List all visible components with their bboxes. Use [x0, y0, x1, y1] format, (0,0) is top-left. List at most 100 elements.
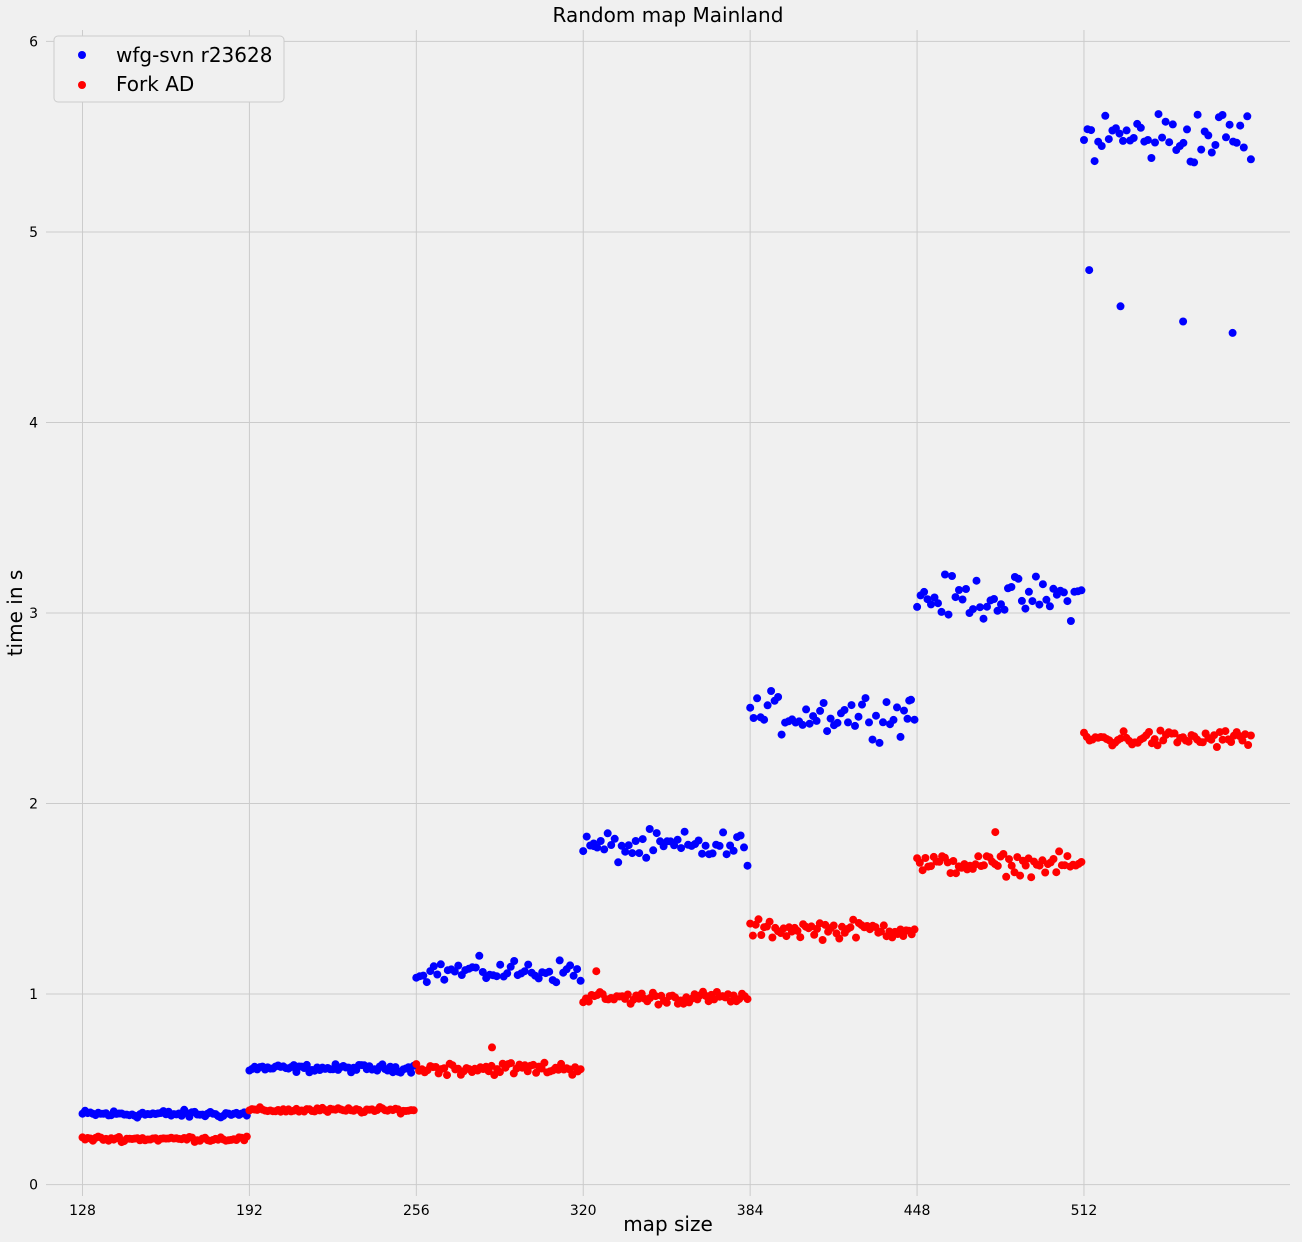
point-fork-ad	[584, 997, 593, 1006]
point-fork-ad	[879, 921, 888, 930]
point-wfg-svn	[680, 827, 689, 836]
point-wfg-svn	[816, 706, 825, 715]
point-wfg-svn	[1080, 136, 1088, 144]
point-wfg-svn	[958, 595, 967, 604]
point-wfg-svn	[844, 718, 852, 727]
point-wfg-svn	[740, 843, 748, 852]
point-fork-ad	[623, 990, 632, 999]
point-wfg-svn	[753, 694, 762, 703]
x-tick-label: 512	[1071, 1203, 1098, 1219]
x-tick-label: 128	[69, 1203, 96, 1219]
point-fork-ad	[1119, 727, 1128, 736]
point-wfg-svn	[419, 971, 428, 980]
point-wfg-svn	[1115, 129, 1124, 138]
point-wfg-svn	[1136, 123, 1145, 132]
y-tick-label: 5	[29, 225, 38, 241]
point-fork-ad	[949, 857, 958, 865]
point-wfg-svn	[600, 845, 609, 854]
grid	[46, 30, 1290, 1196]
point-wfg-svn	[1158, 133, 1167, 142]
point-wfg-svn	[569, 971, 578, 980]
point-wfg-svn	[506, 962, 515, 971]
point-wfg-svn	[1211, 141, 1220, 149]
point-wfg-svn	[1119, 136, 1127, 145]
point-fork-ad	[1005, 855, 1013, 864]
point-wfg-svn	[1154, 110, 1163, 119]
point-wfg-svn	[555, 956, 564, 965]
point-wfg-svn	[872, 711, 880, 720]
point-fork-ad	[743, 995, 752, 1004]
point-wfg-svn	[889, 715, 898, 724]
point-wfg-svn	[407, 1068, 416, 1077]
point-wfg-svn	[840, 706, 849, 714]
point-fork-ad	[1198, 738, 1207, 747]
point-wfg-svn	[1193, 110, 1202, 119]
point-wfg-svn	[819, 699, 828, 707]
point-fork-ad	[921, 854, 930, 862]
point-fork-ad	[768, 933, 777, 942]
point-wfg-svn	[429, 962, 438, 971]
point-wfg-svn	[719, 828, 728, 837]
point-wfg-svn	[1168, 120, 1177, 129]
point-wfg-svn	[979, 614, 988, 623]
point-wfg-svn	[631, 837, 640, 845]
point-wfg-svn	[492, 972, 501, 981]
point-fork-ad	[507, 1059, 515, 1068]
point-fork-ad	[1246, 731, 1255, 740]
point-wfg-svn	[1000, 605, 1009, 614]
point-wfg-svn	[1049, 584, 1058, 593]
point-fork-ad	[1156, 726, 1165, 735]
point-wfg-svn	[433, 970, 442, 979]
point-wfg-svn	[1165, 138, 1174, 147]
point-wfg-svn	[534, 974, 543, 983]
x-tick-label: 448	[904, 1203, 931, 1219]
point-wfg-svn	[905, 696, 914, 705]
legend-label-wfg-svn: wfg-svn r23628	[116, 43, 272, 67]
point-wfg-svn	[1246, 155, 1255, 164]
point-wfg-svn	[1066, 617, 1075, 625]
point-wfg-svn	[1239, 143, 1248, 152]
point-wfg-svn	[422, 978, 431, 987]
point-wfg-svn	[972, 576, 981, 585]
point-wfg-svn	[1161, 117, 1170, 126]
point-wfg-svn	[805, 719, 814, 728]
point-fork-ad	[796, 933, 805, 942]
point-wfg-svn	[763, 701, 772, 710]
point-wfg-svn	[1179, 317, 1188, 326]
point-fork-ad	[818, 936, 827, 944]
point-wfg-svn	[1222, 133, 1230, 142]
point-wfg-svn	[1059, 588, 1068, 597]
point-wfg-svn	[589, 839, 598, 848]
point-fork-ad	[1002, 872, 1011, 881]
point-wfg-svn	[858, 700, 866, 709]
point-wfg-svn	[847, 701, 856, 710]
point-wfg-svn	[1028, 597, 1037, 606]
point-wfg-svn	[934, 599, 942, 608]
point-wfg-svn	[1038, 580, 1047, 589]
point-wfg-svn	[436, 960, 445, 969]
legend-marker-fork-ad	[78, 81, 86, 89]
point-fork-ad	[915, 858, 924, 867]
point-wfg-svn	[1017, 596, 1026, 605]
point-fork-ad	[1238, 736, 1247, 745]
point-fork-ad	[1041, 868, 1050, 877]
point-wfg-svn	[450, 967, 459, 976]
point-wfg-svn	[471, 963, 480, 972]
point-wfg-svn	[900, 706, 908, 715]
point-wfg-svn	[573, 965, 582, 974]
point-wfg-svn	[1087, 126, 1096, 135]
point-wfg-svn	[990, 595, 998, 603]
point-wfg-svn	[1077, 586, 1086, 595]
point-wfg-svn	[1129, 134, 1138, 142]
point-wfg-svn	[579, 847, 588, 856]
point-wfg-svn	[1179, 138, 1188, 147]
point-fork-ad	[1153, 741, 1162, 750]
tick-labels: 128 192 256 320 384 448 512 0 1 2 3 4 5 6	[29, 34, 1097, 1219]
point-wfg-svn	[520, 967, 529, 976]
point-fork-ad	[532, 1068, 541, 1077]
point-fork-ad	[654, 1000, 663, 1009]
point-wfg-svn	[621, 847, 630, 856]
point-wfg-svn	[642, 853, 651, 862]
point-wfg-svn	[1042, 595, 1051, 604]
